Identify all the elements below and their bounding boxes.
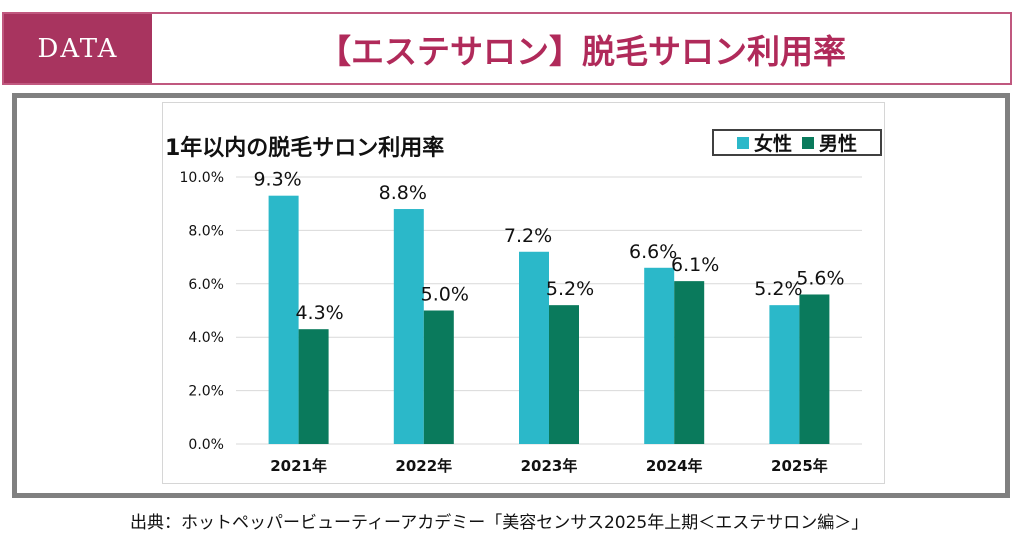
y-tick-label: 8.0% (188, 223, 224, 239)
data-label-male: 4.3% (295, 302, 343, 324)
legend-item-female: 女性 (736, 129, 792, 156)
y-tick-label: 10.0% (180, 170, 224, 186)
data-label-female: 6.6% (629, 241, 677, 263)
page-title: 【エステサロン】脱毛サロン利用率 (318, 31, 846, 71)
legend-label-male: 男性 (819, 133, 858, 155)
bar-female (769, 305, 800, 444)
data-label-female: 9.3% (253, 169, 301, 191)
bar-female (393, 209, 424, 444)
bar-male (549, 305, 579, 444)
y-tick-label: 2.0% (188, 384, 224, 400)
data-label-female: 7.2% (504, 225, 552, 247)
x-tick-label: 2023年 (521, 457, 578, 475)
y-tick-label: 0.0% (188, 437, 224, 453)
bar-male (298, 329, 329, 444)
data-label-male: 5.2% (546, 278, 594, 300)
x-tick-label: 2022年 (395, 457, 452, 475)
chart-title: 1年以内の脱毛サロン利用率 (165, 136, 445, 161)
bar-male (799, 294, 830, 444)
bar-male (674, 281, 705, 444)
bar-female (644, 267, 675, 444)
data-tag: DATA (4, 14, 152, 83)
x-tick-label: 2021年 (270, 457, 327, 475)
bar-female (519, 251, 549, 444)
bar-male (423, 310, 454, 444)
data-label-male: 5.6% (796, 267, 844, 289)
data-label-male: 5.0% (421, 284, 469, 306)
x-tick-label: 2025年 (771, 457, 828, 475)
data-label-female: 8.8% (379, 182, 427, 204)
legend-swatch-male (802, 136, 814, 149)
legend-item-male: 男性 (802, 129, 857, 156)
legend-label-female: 女性 (753, 133, 792, 155)
y-tick-label: 6.0% (188, 277, 224, 293)
source-citation: 出典：ホットペッパービューティーアカデミー「美容センサス2025年上期＜エステサ… (130, 513, 869, 533)
bar-female (268, 195, 299, 444)
data-label-female: 5.2% (754, 278, 802, 300)
x-tick-label: 2024年 (646, 457, 703, 475)
legend-swatch-female (736, 136, 749, 149)
header-bar: DATA 【エステサロン】脱毛サロン利用率 (2, 12, 1012, 85)
data-label-male: 6.1% (671, 254, 719, 276)
y-tick-label: 4.0% (188, 330, 224, 346)
chart-legend: 女性 男性 (712, 129, 882, 156)
